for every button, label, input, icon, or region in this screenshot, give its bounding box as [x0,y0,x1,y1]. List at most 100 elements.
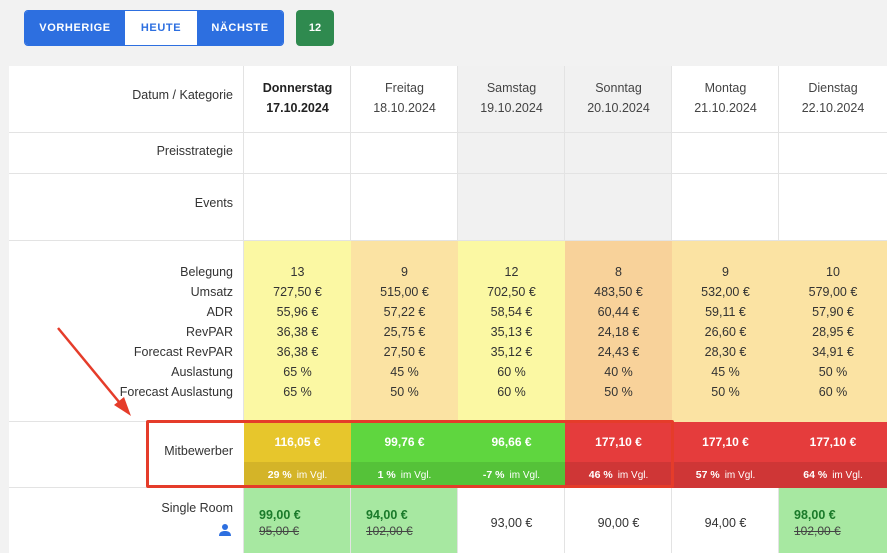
metric-value: 45 % [711,365,740,379]
metric-value: 9 [722,265,729,279]
competitor-compare: 57 % im Vgl. [672,462,779,488]
competitor-price[interactable]: 96,66 € [458,422,565,462]
metric-value: 36,38 € [276,325,319,339]
room-price-cell[interactable]: 90,00 € [565,488,672,553]
compare-suffix: im Vgl. [400,469,432,481]
metric-label: RevPAR [185,325,233,339]
room-price-cell[interactable]: 94,00 € 102,00 € [351,488,458,553]
room-price: 94,00 € [704,516,747,530]
room-bg-1 [244,488,351,553]
metrics-bg-4 [565,241,672,422]
metric-value: 702,50 € [487,285,536,299]
day-weekday: Dienstag [808,81,858,95]
metric-value: 65 % [283,385,312,399]
day-date: 22.10.2024 [801,101,865,115]
room-price: 90,00 € [597,516,640,530]
weekend-bg-sun [565,66,672,241]
metric-value: 65 % [283,365,312,379]
metric-value: 34,91 € [812,345,854,359]
metric-label: Umsatz [190,285,233,299]
room-price: 93,00 € [490,516,533,530]
divider [671,488,672,553]
metric-value: 60 % [818,385,848,399]
metric-value: 12 [504,265,519,279]
competitor-pct: -7 % [482,469,505,481]
divider [243,66,244,422]
room-price-cell[interactable]: 93,00 € [458,488,565,553]
metric-value: 483,50 € [594,285,643,299]
metric-label: Forecast RevPAR [133,345,233,359]
room-bg-6 [779,488,887,553]
metric-value: 57,90 € [812,305,854,319]
competitor-price[interactable]: 99,76 € [351,422,458,462]
divider [564,488,565,553]
divider [9,132,887,133]
competitor-pct: 46 % [588,469,613,481]
metrics-column: 12 702,50 € 58,54 € 35,13 € 35,12 € 60 %… [458,241,565,422]
row-label-room: Single Room [161,501,233,515]
metric-value: 50 % [711,385,740,399]
competitor-pct: 29 % [267,469,292,481]
room-price-cell[interactable]: 94,00 € [672,488,779,553]
divider [457,488,458,553]
metrics-column: 9 532,00 € 59,11 € 26,60 € 28,30 € 45 % … [672,241,779,422]
count-button[interactable]: 12 [296,10,334,46]
metric-value: 24,18 € [597,325,640,339]
compare-suffix: im Vgl. [724,469,756,481]
day-date: 20.10.2024 [587,101,650,115]
metric-value: 57,22 € [383,305,426,319]
metric-value: 24,43 € [597,345,640,359]
person-icon[interactable] [218,523,232,537]
day-header[interactable]: Samstag 19.10.2024 [458,66,565,132]
metric-value: 35,12 € [490,345,533,359]
room-old-price: 102,00 € [794,524,841,538]
metric-label: Belegung [180,265,233,279]
metric-value: 60 % [497,365,526,379]
divider [457,66,458,241]
competitor-price[interactable]: 177,10 € [565,422,672,462]
metric-value: 27,50 € [383,345,426,359]
competitor-price[interactable]: 116,05 € [244,422,351,462]
competitor-compare: 46 % im Vgl. [565,462,672,488]
day-header[interactable]: Freitag 18.10.2024 [351,66,458,132]
divider [778,66,779,241]
previous-button[interactable]: VORHERIGE [25,11,125,45]
today-button[interactable]: HEUTE [125,11,197,45]
metric-label: Auslastung [171,365,233,379]
metrics-column: 9 515,00 € 57,22 € 25,75 € 27,50 € 45 % … [351,241,458,422]
metrics-bg-1 [244,241,351,422]
metric-value: 10 [826,265,840,279]
metric-value: 28,30 € [704,345,747,359]
competitor-price[interactable]: 177,10 € [672,422,779,462]
room-price-cell[interactable]: 99,00 € 95,00 € [244,488,351,553]
next-button[interactable]: NÄCHSTE [197,11,283,45]
metric-label: ADR [206,305,233,319]
room-price: 94,00 € [366,508,408,522]
day-header[interactable]: Dienstag 22.10.2024 [779,66,887,132]
rate-table: Datum / Kategorie Preisstrategie Events … [9,66,887,553]
metric-value: 515,00 € [380,285,429,299]
divider [564,66,565,241]
metric-value: 55,96 € [276,305,319,319]
metric-value: 50 % [818,365,848,379]
room-old-price: 102,00 € [366,524,413,538]
day-header[interactable]: Donnerstag 17.10.2024 [244,66,351,132]
day-date: 17.10.2024 [266,101,329,115]
metric-value: 45 % [390,365,419,379]
metric-value: 13 [290,265,305,279]
divider [243,488,244,553]
metric-value: 60 % [497,385,526,399]
day-header[interactable]: Montag 21.10.2024 [672,66,779,132]
competitor-price[interactable]: 177,10 € [779,422,887,462]
metric-value: 58,54 € [490,305,533,319]
day-date: 19.10.2024 [480,101,543,115]
divider [9,487,244,488]
metric-value: 50 % [390,385,419,399]
metrics-column: 13 727,50 € 55,96 € 36,38 € 36,38 € 65 %… [244,241,351,422]
room-price-cell[interactable]: 98,00 € 102,00 € [779,488,887,553]
divider [9,173,887,174]
competitor-pct: 1 % [377,469,396,481]
metric-value: 26,60 € [704,325,747,339]
day-header[interactable]: Sonntag 20.10.2024 [565,66,672,132]
compare-suffix: im Vgl. [617,469,649,481]
